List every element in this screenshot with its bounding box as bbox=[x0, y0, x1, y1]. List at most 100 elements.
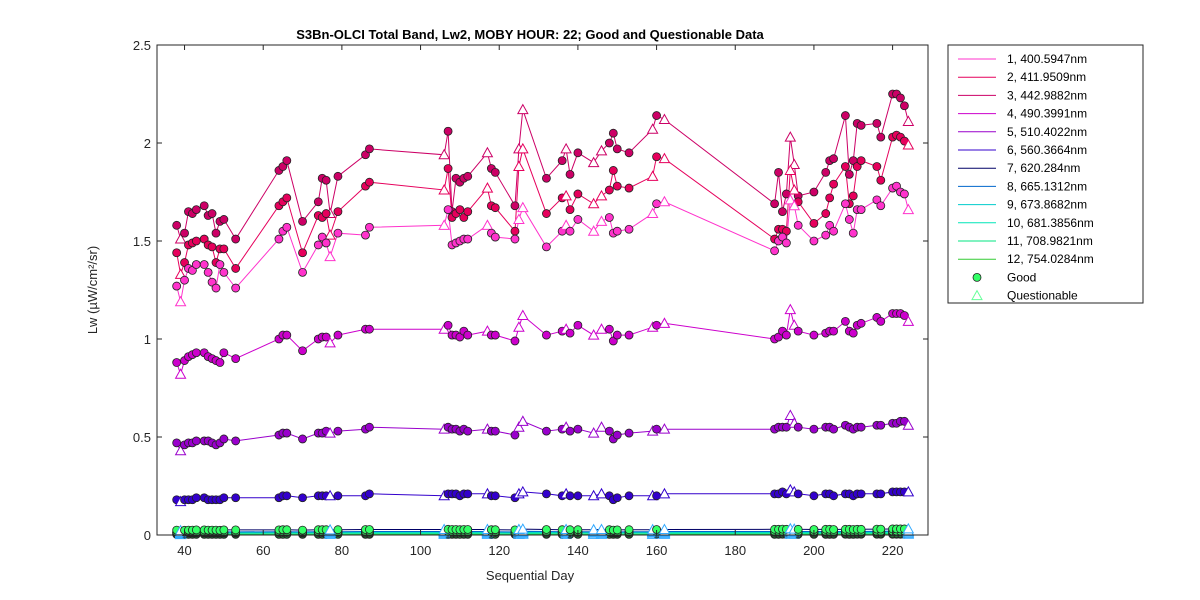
good-point bbox=[793, 524, 803, 534]
questionable-point bbox=[587, 225, 600, 236]
x-tick-label: 160 bbox=[646, 543, 668, 558]
good-point bbox=[365, 324, 374, 334]
questionable-point bbox=[174, 295, 187, 307]
good-point bbox=[313, 240, 323, 250]
good-point bbox=[809, 236, 819, 246]
good-point bbox=[180, 228, 189, 238]
good-point bbox=[624, 224, 634, 234]
questionable-point bbox=[784, 303, 797, 315]
legend-entry: 6, 560.3664nm bbox=[1007, 143, 1087, 157]
good-point bbox=[652, 424, 661, 434]
legend-entry: 7, 620.284nm bbox=[1007, 161, 1080, 175]
questionable-point bbox=[658, 317, 671, 328]
questionable-point bbox=[324, 229, 336, 240]
x-tick-label: 200 bbox=[803, 543, 825, 558]
good-point bbox=[219, 215, 229, 224]
good-point bbox=[298, 346, 307, 356]
good-point bbox=[829, 525, 838, 534]
good-point bbox=[652, 199, 661, 209]
questionable-point bbox=[174, 233, 187, 244]
questionable-point bbox=[784, 164, 797, 175]
questionable-point bbox=[516, 103, 529, 115]
good-point bbox=[298, 216, 307, 226]
good-point bbox=[604, 324, 614, 334]
questionable-point bbox=[595, 487, 608, 499]
good-point bbox=[624, 428, 634, 438]
good-point bbox=[612, 430, 622, 440]
questionable-point bbox=[902, 203, 915, 215]
good-point bbox=[231, 283, 241, 293]
good-point bbox=[207, 242, 217, 252]
good-point bbox=[821, 230, 831, 240]
questionable-point bbox=[902, 419, 915, 430]
good-point bbox=[172, 358, 182, 367]
legend-good-marker bbox=[972, 272, 982, 282]
good-point bbox=[781, 238, 791, 248]
good-point bbox=[652, 491, 661, 501]
good-point bbox=[219, 244, 229, 254]
x-tick-label: 180 bbox=[724, 543, 746, 558]
good-point bbox=[876, 489, 886, 499]
good-point bbox=[282, 428, 292, 438]
questionable-point bbox=[438, 219, 451, 230]
good-point bbox=[612, 330, 622, 340]
good-point bbox=[829, 226, 838, 236]
y-tick-label: 0.5 bbox=[133, 430, 151, 445]
good-point bbox=[557, 156, 567, 166]
good-point bbox=[321, 175, 331, 185]
good-point bbox=[191, 525, 201, 535]
good-point bbox=[608, 128, 618, 138]
good-point bbox=[565, 328, 575, 338]
y-tick-label: 1 bbox=[144, 332, 151, 347]
good-point bbox=[774, 167, 783, 177]
good-point bbox=[333, 171, 343, 181]
questionable-point bbox=[658, 195, 671, 207]
good-point bbox=[463, 171, 473, 181]
good-point bbox=[793, 326, 803, 336]
good-point bbox=[612, 525, 622, 535]
good-point bbox=[542, 173, 551, 183]
y-tick-label: 2.5 bbox=[133, 38, 151, 53]
questionable-point bbox=[324, 489, 336, 501]
plot-area: 40 60 80 100 120 140 160 180 200 220 0 0.5 1 1.5 2 2.5 bbox=[133, 38, 929, 558]
legend-entry: 2, 411.9509nm bbox=[1007, 70, 1086, 84]
questionable-point bbox=[587, 329, 600, 340]
y-axis-label: Lw (µW/cm²/sr) bbox=[85, 246, 100, 334]
good-point bbox=[872, 119, 882, 128]
questionable-point bbox=[646, 170, 659, 181]
good-point bbox=[565, 169, 575, 179]
questionable-point bbox=[902, 138, 915, 150]
good-point bbox=[333, 426, 343, 436]
questionable-point bbox=[784, 409, 797, 420]
legend-entry: 3, 442.9882nm bbox=[1007, 88, 1087, 102]
good-point bbox=[899, 189, 909, 199]
good-point bbox=[333, 207, 343, 217]
good-point bbox=[510, 234, 520, 244]
questionable-point bbox=[513, 321, 525, 332]
good-point bbox=[848, 191, 858, 201]
good-point bbox=[361, 230, 370, 240]
good-point bbox=[872, 162, 882, 171]
good-point bbox=[856, 489, 866, 499]
good-point bbox=[172, 438, 182, 448]
good-point bbox=[542, 209, 551, 218]
good-point bbox=[231, 493, 241, 503]
good-point bbox=[282, 491, 292, 501]
axes-frame bbox=[156, 44, 929, 536]
good-point bbox=[365, 177, 374, 187]
good-point bbox=[821, 167, 831, 177]
questionable-point bbox=[595, 421, 608, 432]
good-point bbox=[809, 330, 819, 340]
good-point bbox=[282, 525, 292, 535]
good-point bbox=[313, 197, 323, 207]
questionable-point bbox=[481, 182, 494, 193]
good-point bbox=[829, 179, 838, 189]
good-point bbox=[231, 264, 241, 273]
good-point bbox=[333, 525, 343, 535]
legend: 1, 400.5947nm 2, 411.9509nm 3, 442.9882nm 4… bbox=[947, 44, 1144, 304]
good-point bbox=[463, 234, 473, 244]
good-point bbox=[612, 493, 622, 503]
good-point bbox=[856, 120, 866, 130]
x-tick-label: 100 bbox=[410, 543, 432, 558]
good-point bbox=[844, 169, 854, 179]
